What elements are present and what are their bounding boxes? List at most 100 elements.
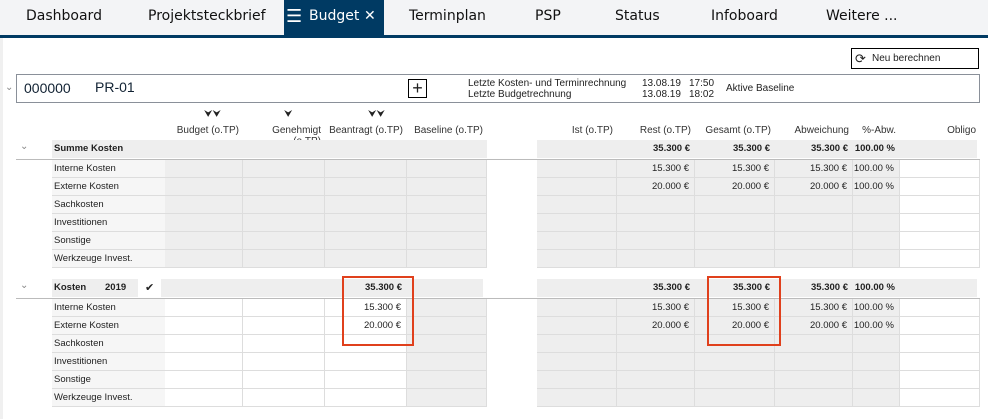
table-cell <box>407 353 487 371</box>
tab-terminplan[interactable]: Terminplan <box>409 8 486 24</box>
table-cell <box>243 160 325 178</box>
table-cell <box>165 178 243 196</box>
table-cell[interactable]: 15.300 € <box>325 299 407 317</box>
table-cell <box>407 250 487 268</box>
table-cell <box>900 178 980 196</box>
close-icon[interactable]: ✕ <box>364 8 376 24</box>
table-cell <box>853 335 900 353</box>
table-cell <box>853 353 900 371</box>
table-cell[interactable] <box>243 335 325 353</box>
table-cell: 15.300 € <box>775 299 853 317</box>
chevron-down-icon[interactable]: ⌄ <box>5 82 14 93</box>
table-cell <box>243 214 325 232</box>
table-cell: 15.300 € <box>695 160 775 178</box>
last-cost-date: 13.08.19 <box>642 78 681 89</box>
row-label: Sachkosten <box>52 196 165 214</box>
table-cell <box>537 299 617 317</box>
table-cell <box>165 196 243 214</box>
add-icon[interactable]: + <box>408 79 427 98</box>
table-cell <box>617 335 695 353</box>
chevron-down-icon[interactable]: ⌄ <box>20 280 29 291</box>
table-cell[interactable] <box>165 353 243 371</box>
table-cell <box>775 214 853 232</box>
tab-infoboard[interactable]: Infoboard <box>711 8 778 24</box>
table-cell[interactable] <box>325 389 407 407</box>
table-cell <box>775 250 853 268</box>
column-header[interactable]: Budget (o.TP) <box>176 125 239 136</box>
recalculate-button[interactable]: ⟳ Neu berechnen <box>851 48 979 69</box>
table-cell: 20.000 € <box>695 178 775 196</box>
table-cell[interactable] <box>325 371 407 389</box>
last-cost-label: Letzte Kosten- und Terminrechnung <box>468 78 627 89</box>
table-cell[interactable] <box>165 335 243 353</box>
table-cell <box>407 160 487 178</box>
table-cell[interactable] <box>243 353 325 371</box>
row-label: Externe Kosten <box>52 317 165 335</box>
table-cell <box>407 335 487 353</box>
column-header[interactable]: Ist (o.TP) <box>571 125 613 136</box>
project-name: PR-01 <box>95 79 135 95</box>
column-header[interactable]: Gesamt (o.TP) <box>705 125 771 136</box>
column-header[interactable]: Beantragt (o.TP) <box>329 125 403 136</box>
column-header[interactable]: Obligo <box>947 125 976 136</box>
section-rest: 35.300 € <box>653 282 690 293</box>
table-cell <box>695 232 775 250</box>
tab-psp[interactable]: PSP <box>535 8 561 24</box>
table-cell <box>695 353 775 371</box>
last-budget-label: Letzte Budgetrechnung <box>468 89 572 100</box>
highlight-gesamt <box>707 276 781 346</box>
table-cell <box>537 250 617 268</box>
table-cell: 20.000 € <box>775 317 853 335</box>
tab-status[interactable]: Status <box>615 8 660 24</box>
table-cell[interactable] <box>165 317 243 335</box>
column-header[interactable]: %-Abw. <box>862 125 896 136</box>
table-cell <box>775 196 853 214</box>
row-label: Sonstige <box>52 232 165 250</box>
table-cell[interactable] <box>243 299 325 317</box>
table-cell <box>617 353 695 371</box>
table-cell <box>325 196 407 214</box>
table-cell[interactable] <box>165 389 243 407</box>
table-cell[interactable]: 20.000 € <box>325 317 407 335</box>
row-label: Werkzeuge Invest. <box>52 389 165 407</box>
table-cell <box>407 389 487 407</box>
table-cell[interactable] <box>325 353 407 371</box>
table-cell[interactable] <box>165 371 243 389</box>
tab-weitere[interactable]: Weitere ... <box>826 8 898 24</box>
table-cell[interactable] <box>243 317 325 335</box>
column-header[interactable]: Abweichung <box>794 125 849 136</box>
table-cell: 100.00 % <box>853 178 900 196</box>
table-cell <box>243 250 325 268</box>
highlight-beantragt <box>342 276 414 346</box>
filter-icon[interactable]: ⮟⮟ <box>368 109 385 120</box>
tab-projektsteckbrief[interactable]: Projektsteckbrief <box>148 8 266 24</box>
tab-budget[interactable]: ☰ Budget ✕ <box>284 0 384 35</box>
column-header[interactable]: Baseline (o.TP) <box>414 125 483 136</box>
table-cell <box>537 232 617 250</box>
chevron-down-icon[interactable]: ⌄ <box>20 141 29 152</box>
check-icon[interactable]: ✔ <box>145 282 155 294</box>
table-cell[interactable] <box>243 389 325 407</box>
table-cell <box>900 160 980 178</box>
tab-dashboard[interactable]: Dashboard <box>26 8 102 24</box>
table-cell <box>900 317 980 335</box>
divider <box>16 159 980 160</box>
table-cell <box>900 353 980 371</box>
project-header: 000000 PR-01 + Letzte Kosten- und Termin… <box>16 74 980 103</box>
table-cell <box>537 317 617 335</box>
table-cell <box>617 371 695 389</box>
table-cell[interactable] <box>165 299 243 317</box>
table-cell[interactable] <box>243 371 325 389</box>
menu-icon[interactable]: ☰ <box>286 6 303 27</box>
table-cell: 100.00 % <box>853 299 900 317</box>
table-cell <box>900 196 980 214</box>
table-cell: 20.000 € <box>775 178 853 196</box>
column-header[interactable]: Rest (o.TP) <box>639 125 691 136</box>
filter-icon[interactable]: ⮟⮟ <box>204 109 221 120</box>
table-cell <box>407 317 487 335</box>
table-cell <box>853 214 900 232</box>
table-cell: 100.00 % <box>853 160 900 178</box>
row-label: Werkzeuge Invest. <box>52 250 165 268</box>
filter-icon[interactable]: ⮟ <box>284 109 293 120</box>
table-cell <box>853 389 900 407</box>
